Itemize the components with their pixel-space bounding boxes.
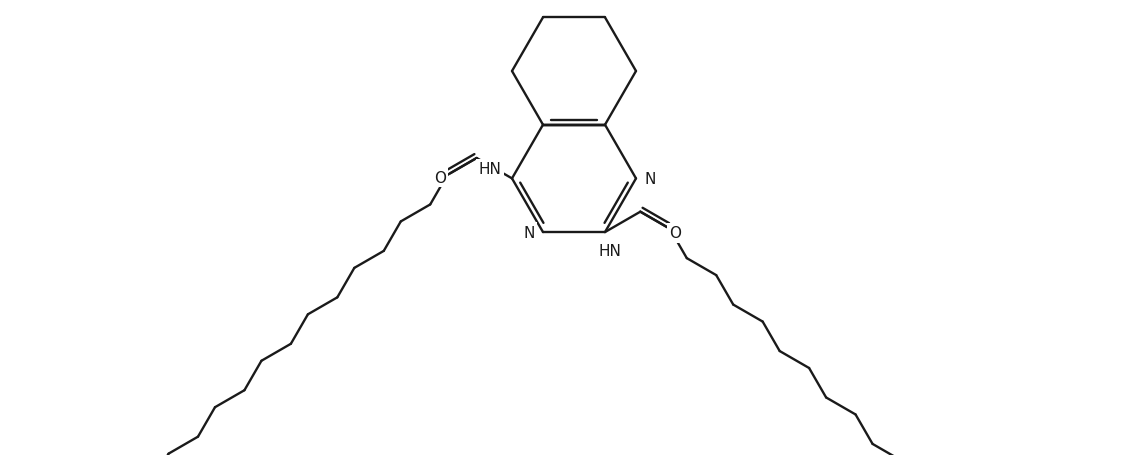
Text: N: N (523, 225, 535, 240)
Text: HN: HN (599, 243, 622, 258)
Text: O: O (669, 226, 681, 241)
Text: HN: HN (479, 162, 502, 177)
Text: N: N (645, 172, 656, 187)
Text: O: O (434, 171, 447, 185)
